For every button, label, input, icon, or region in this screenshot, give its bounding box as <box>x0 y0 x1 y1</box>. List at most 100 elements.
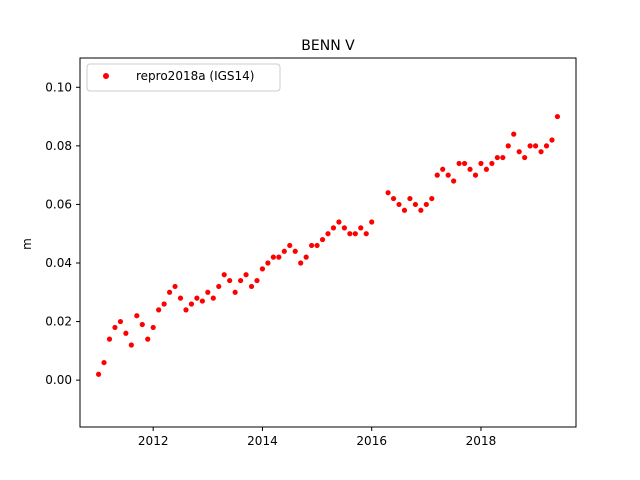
data-point <box>95 371 102 377</box>
y-axis: 0.00 0.02 0.04 0.06 0.08 0.10 <box>45 80 80 387</box>
data-point <box>461 160 468 167</box>
data-point <box>243 272 249 278</box>
x-axis: 2012 2014 2016 2018 <box>138 427 496 448</box>
data-point <box>407 195 413 202</box>
data-point <box>112 324 118 331</box>
data-point <box>205 289 211 295</box>
data-point <box>456 160 462 167</box>
data-point <box>123 330 129 336</box>
data-point <box>434 172 440 178</box>
x-tick-label: 2014 <box>247 434 278 448</box>
data-point <box>298 260 304 266</box>
data-point <box>483 166 490 172</box>
data-point <box>412 201 419 208</box>
data-point <box>166 289 173 295</box>
data-point <box>396 201 402 208</box>
data-point <box>489 160 495 167</box>
data-points <box>95 113 561 377</box>
data-point <box>472 172 479 178</box>
data-point <box>216 283 222 290</box>
y-tick-label: 0.10 <box>45 80 72 94</box>
legend-frame <box>86 63 281 92</box>
data-point <box>145 336 151 342</box>
data-point <box>522 154 528 161</box>
data-point <box>440 166 446 172</box>
data-point <box>516 149 522 155</box>
data-point <box>478 160 484 167</box>
data-point <box>325 231 331 237</box>
data-point <box>363 231 369 237</box>
data-point <box>232 289 238 295</box>
data-point <box>445 172 451 178</box>
plot-frame <box>79 57 577 428</box>
data-point <box>227 277 233 284</box>
data-point <box>101 359 107 366</box>
data-point <box>347 231 353 237</box>
y-tick-label: 0.06 <box>45 197 72 211</box>
data-point <box>292 248 298 254</box>
data-point <box>156 307 162 313</box>
data-point <box>128 342 134 348</box>
x-tick-label: 2016 <box>356 434 387 448</box>
x-tick-label: 2012 <box>138 434 169 448</box>
data-point <box>390 195 397 202</box>
data-point <box>194 295 200 301</box>
data-point <box>319 236 326 243</box>
data-point <box>265 260 271 266</box>
data-point <box>139 321 145 328</box>
data-point <box>309 242 315 249</box>
legend-label: repro2018a (IGS14) <box>136 69 254 83</box>
data-point <box>500 154 506 161</box>
data-point <box>106 336 113 342</box>
legend: repro2018a (IGS14) <box>86 63 281 92</box>
data-point <box>221 272 227 278</box>
data-point <box>543 143 550 149</box>
y-axis-label: m <box>20 238 34 250</box>
chart-title: BENN V <box>301 38 355 54</box>
data-point <box>161 301 167 307</box>
data-point <box>511 131 517 137</box>
data-point <box>467 166 473 172</box>
data-point <box>177 295 184 301</box>
data-point <box>237 277 244 284</box>
y-tick-label: 0.04 <box>45 256 72 270</box>
y-tick-label: 0.00 <box>45 373 72 387</box>
data-point <box>314 242 320 249</box>
data-point <box>429 195 435 202</box>
data-point <box>451 178 457 184</box>
data-point <box>248 283 255 290</box>
data-point <box>494 154 500 161</box>
data-point <box>254 277 260 284</box>
data-point <box>287 242 293 249</box>
data-point <box>418 207 424 213</box>
data-point <box>423 201 429 208</box>
data-point <box>199 298 205 304</box>
data-point <box>117 318 124 325</box>
data-point <box>385 190 391 196</box>
data-point <box>554 113 561 120</box>
data-point <box>330 225 337 231</box>
data-point <box>401 207 408 213</box>
data-point <box>150 324 156 331</box>
data-point <box>527 143 533 149</box>
legend-marker <box>103 73 109 79</box>
data-point <box>281 248 287 254</box>
y-tick-label: 0.02 <box>45 315 72 329</box>
x-tick-label: 2018 <box>466 434 497 448</box>
data-point <box>369 219 375 225</box>
data-point <box>538 149 544 155</box>
data-point <box>336 219 342 225</box>
data-point <box>188 301 195 307</box>
data-point <box>549 137 555 143</box>
data-point <box>270 254 276 260</box>
data-point <box>259 266 266 272</box>
data-point <box>303 254 309 260</box>
data-point <box>134 313 140 319</box>
data-point <box>183 307 189 313</box>
data-point <box>341 225 347 231</box>
data-point <box>505 143 511 149</box>
data-point <box>172 283 178 290</box>
data-point <box>358 225 364 231</box>
data-point <box>276 254 282 260</box>
